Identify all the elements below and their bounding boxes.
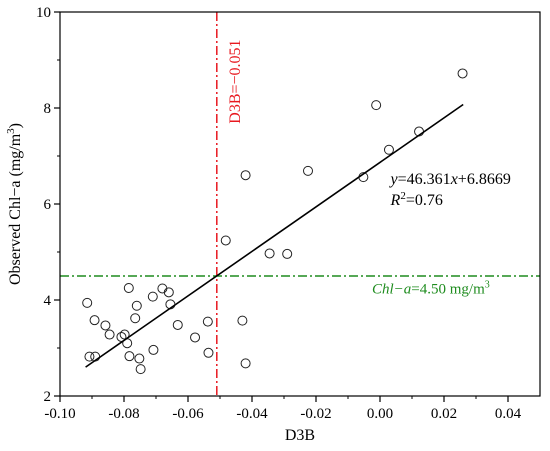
eq-y: y: [389, 171, 399, 188]
data-point: [371, 100, 382, 111]
y-title-close: ): [7, 123, 24, 128]
data-point: [457, 68, 468, 79]
data-point: [123, 283, 134, 293]
vline-label: D3B=−0.051: [227, 39, 244, 123]
y-title-sup: 3: [5, 128, 17, 134]
data-point: [82, 297, 93, 308]
data-point: [131, 300, 142, 311]
data-point: [172, 319, 183, 330]
data-point: [89, 315, 100, 326]
plot-area-frame: [59, 11, 541, 397]
data-point: [220, 235, 231, 246]
x-tick-label: 0.00: [367, 406, 393, 422]
r2-sup: 2: [400, 190, 406, 202]
x-axis-title: D3B: [285, 427, 315, 444]
data-point: [303, 165, 313, 176]
x-tick-label: -0.08: [108, 406, 139, 422]
y-tick-label: 6: [44, 197, 52, 213]
data-point: [240, 358, 251, 369]
data-point: [130, 313, 141, 324]
data-point: [100, 320, 111, 331]
data-point: [157, 283, 168, 294]
data-point: [124, 351, 135, 362]
hline-label-sup: 3: [485, 279, 490, 290]
r2-tail: =0.76: [406, 192, 443, 209]
hline-label-value: =4.50 mg/m: [411, 281, 485, 297]
x-tick-label: -0.02: [300, 406, 331, 422]
y-axis-title: Observed Chl−a (mg/m3): [5, 123, 24, 285]
x-tick-label: 0.02: [431, 406, 457, 422]
x-tick-label: -0.06: [172, 406, 204, 422]
x-tick-label: -0.10: [44, 406, 75, 422]
data-point: [190, 332, 201, 343]
eq-x: x: [450, 171, 458, 188]
y-axis-ticks: 2 4 6 8 10: [36, 5, 60, 405]
data-point: [240, 170, 251, 181]
eq-tail: +6.8669: [458, 171, 511, 188]
data-points: [82, 68, 468, 375]
reference-lines: [60, 12, 540, 396]
x-axis-ticks: -0.10 -0.08 -0.06 -0.04 -0.02 0.00 0.02 0.04: [44, 396, 522, 422]
data-point: [237, 315, 248, 326]
data-point: [163, 287, 174, 298]
data-point: [104, 329, 115, 340]
eq-mid: =46.361: [398, 171, 451, 188]
r2-r: R: [390, 192, 401, 209]
hline-label-var: Chl−a: [372, 281, 411, 297]
hline-label: Chl−a=4.50 mg/m3: [372, 279, 490, 297]
y-tick-label: 2: [44, 389, 52, 405]
regression-equation: y=46.361x+6.8669: [389, 171, 511, 188]
data-point: [135, 364, 146, 375]
y-title-main: Observed Chl−a (mg/m: [7, 133, 24, 285]
data-point: [148, 344, 159, 355]
data-point: [84, 351, 95, 362]
r-squared: R2=0.76: [390, 190, 443, 209]
data-point: [147, 291, 158, 302]
regression-line: [85, 103, 464, 368]
data-point: [202, 316, 213, 327]
data-point: [383, 144, 394, 155]
data-point: [282, 248, 293, 259]
data-point: [203, 347, 214, 358]
data-point: [134, 353, 145, 364]
x-tick-label: -0.04: [236, 406, 268, 422]
data-point: [264, 248, 275, 259]
y-tick-label: 8: [44, 101, 52, 117]
y-tick-label: 10: [36, 5, 51, 21]
x-tick-label: 0.04: [495, 406, 522, 422]
y-tick-label: 4: [44, 293, 52, 309]
